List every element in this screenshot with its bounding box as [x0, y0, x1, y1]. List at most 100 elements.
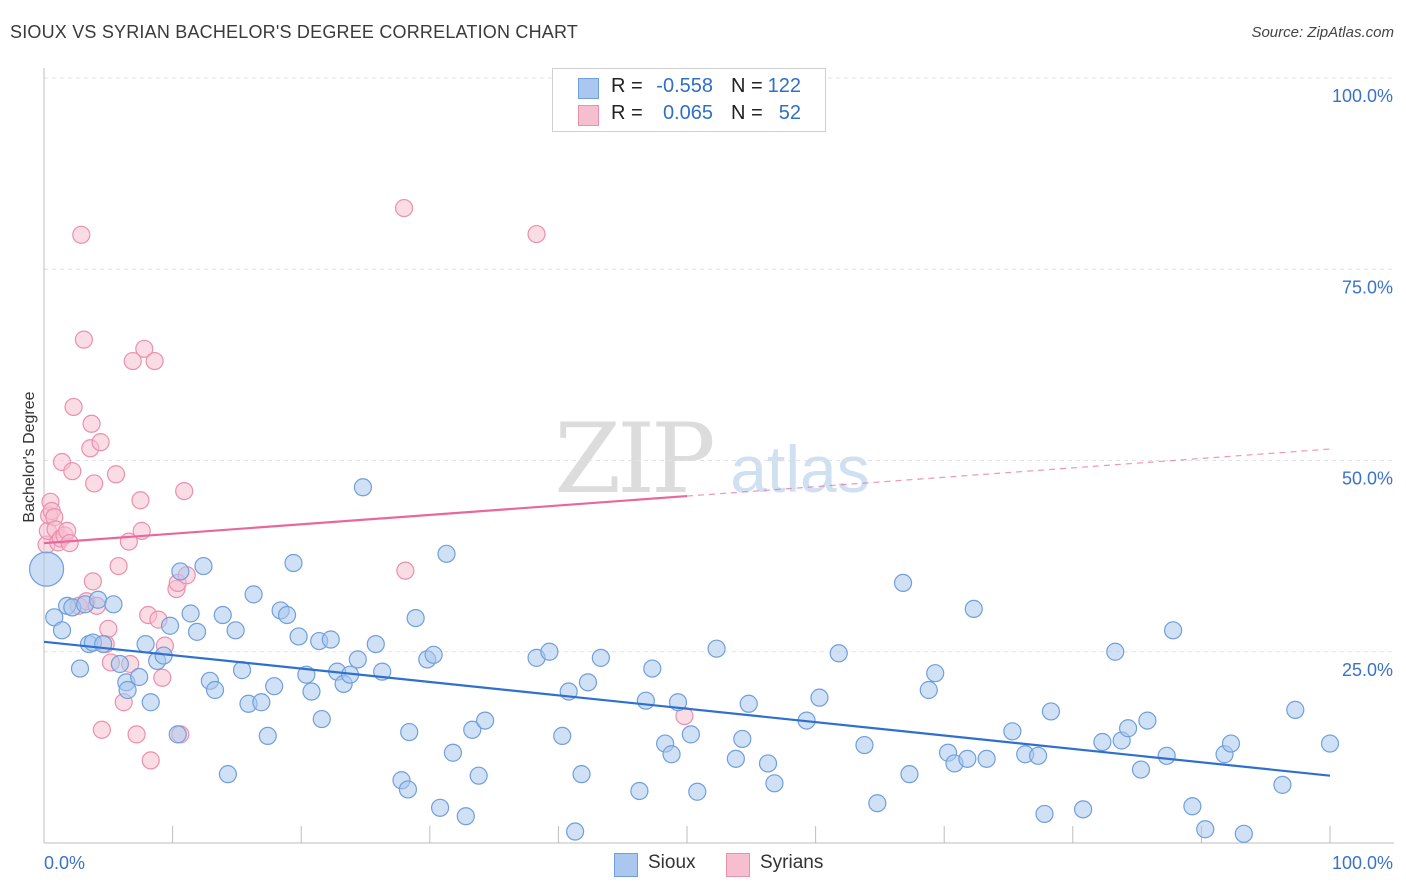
sioux-point-large	[28, 551, 65, 587]
stats-n-label: N =	[731, 102, 763, 124]
sioux-point	[213, 605, 232, 625]
sioux-point	[289, 627, 308, 646]
stats-n-value: 122	[767, 75, 801, 97]
sioux-point	[958, 749, 977, 768]
sioux-point	[765, 774, 784, 793]
sioux-point	[1028, 746, 1048, 765]
stats-n-value: 52	[778, 102, 801, 124]
syrian-point	[64, 397, 83, 417]
legend-swatch-syrians	[726, 853, 750, 877]
sioux-point	[578, 673, 598, 692]
sioux-point	[681, 725, 700, 744]
stats-r-label: R =	[611, 75, 643, 97]
y-tick-label: 25.0%	[1342, 660, 1393, 680]
stats-swatch-sioux	[578, 78, 599, 99]
sioux-point	[265, 677, 284, 696]
sioux-point	[443, 743, 463, 762]
sioux-point	[1093, 732, 1112, 752]
sioux-point	[1196, 820, 1215, 839]
sioux-point	[181, 604, 200, 623]
stats-row-syrians: R = 0.065 N = 52	[553, 102, 825, 128]
sioux-point	[630, 781, 649, 801]
sioux-point	[88, 590, 108, 609]
sioux-point	[141, 693, 160, 712]
sioux-point	[1286, 700, 1305, 719]
syrian-point	[83, 572, 102, 591]
sioux-point	[733, 729, 752, 749]
sioux-point	[456, 807, 475, 826]
sioux-point	[810, 688, 829, 707]
sioux-point	[218, 765, 237, 784]
syrian-trendline-solid	[43, 494, 688, 545]
sioux-point	[572, 765, 591, 784]
sioux-point	[171, 562, 190, 581]
syrian-point	[92, 720, 111, 739]
sioux-point	[566, 822, 585, 841]
syrian-point	[131, 491, 150, 510]
syrian-point	[85, 474, 104, 493]
source-label: Source: ZipAtlas.com	[1251, 24, 1394, 41]
sioux-point	[406, 608, 425, 628]
sioux-point	[277, 605, 297, 625]
stats-r-label: R =	[611, 102, 643, 124]
sioux-point	[643, 659, 662, 678]
sioux-point	[855, 735, 874, 755]
syrian-point	[394, 198, 414, 218]
sioux-point	[540, 642, 559, 661]
syrian-point	[106, 465, 126, 484]
sioux-trendline-solid	[43, 640, 1331, 777]
sioux-point	[1234, 824, 1253, 843]
sioux-point	[118, 680, 137, 700]
sioux-point	[1164, 621, 1183, 640]
sioux-point	[977, 749, 996, 768]
stats-n-label: N =	[731, 75, 763, 97]
sioux-point	[893, 573, 913, 593]
sioux-point	[94, 634, 113, 654]
syrian-point	[123, 351, 142, 371]
sioux-point	[1157, 746, 1176, 765]
sioux-point	[205, 680, 225, 700]
syrian-point	[127, 725, 146, 744]
sioux-point	[926, 664, 945, 683]
sioux-point	[1221, 734, 1241, 753]
sioux-point	[919, 680, 938, 700]
watermark-atlas: atlas	[730, 432, 869, 506]
watermark-zip: ZIP	[554, 403, 713, 515]
sioux-point	[226, 621, 245, 640]
sioux-point	[688, 782, 707, 801]
sioux-point	[1041, 702, 1061, 721]
sioux-point	[232, 661, 252, 680]
stats-r-value: -0.558	[656, 75, 713, 97]
sioux-point	[424, 645, 443, 664]
sioux-point	[194, 556, 213, 576]
syrian-point	[175, 482, 194, 501]
syrian-point	[60, 534, 79, 553]
sioux-point	[1320, 734, 1340, 753]
sioux-point	[52, 621, 72, 640]
sioux-point	[758, 754, 778, 773]
sioux-point	[469, 766, 488, 785]
syrian-point	[99, 619, 118, 638]
sioux-point	[252, 693, 271, 712]
sioux-point	[430, 798, 450, 817]
sioux-point	[475, 711, 495, 730]
x-tick-label: 100.0%	[1332, 853, 1393, 873]
syrian-point	[527, 224, 546, 244]
stats-row-sioux: R = -0.558 N = 122	[553, 75, 825, 101]
x-tick-label: 0.0%	[44, 853, 85, 873]
stats-r-value: 0.065	[662, 102, 713, 124]
stats-box: R = -0.558 N = 122 R = 0.065 N = 52	[552, 68, 826, 132]
sioux-point	[1106, 642, 1125, 661]
syrian-point	[74, 330, 93, 349]
sioux-point	[284, 553, 303, 573]
sioux-point	[302, 682, 321, 701]
legend-label-sioux: Sioux	[648, 852, 696, 873]
sioux-point	[348, 650, 367, 669]
sioux-point	[130, 667, 149, 687]
sioux-point	[312, 709, 331, 729]
sioux-point	[1138, 711, 1157, 730]
sioux-point	[1118, 719, 1138, 738]
sioux-point	[1131, 760, 1151, 779]
syrian-point	[72, 225, 91, 244]
